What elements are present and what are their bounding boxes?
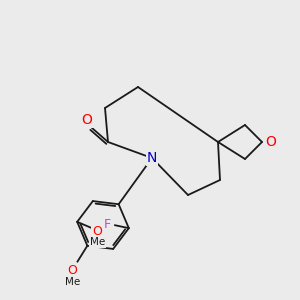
- Text: Me: Me: [65, 277, 80, 287]
- Text: O: O: [82, 113, 92, 127]
- Text: O: O: [266, 135, 276, 149]
- Text: Me: Me: [90, 237, 105, 247]
- Text: O: O: [68, 264, 77, 277]
- Text: N: N: [147, 151, 157, 165]
- Text: F: F: [104, 218, 111, 231]
- Text: O: O: [92, 225, 102, 238]
